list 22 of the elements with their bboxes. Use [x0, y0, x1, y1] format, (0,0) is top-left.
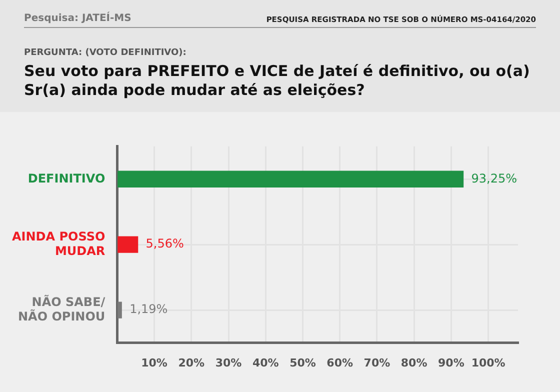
x-tick-label: 100% [471, 356, 506, 370]
y-tick-label: DEFINITIVO [28, 171, 106, 186]
x-tick-label: 40% [252, 356, 279, 370]
x-tick-label: 50% [290, 356, 316, 370]
bar [118, 236, 138, 253]
x-tick-label: 90% [438, 356, 464, 370]
chart-title: Seu voto para PREFEITO e VICE de Jateí é definitivo, ou o(a) Sr(a) ainda pode mudar até as eleições? [24, 62, 531, 100]
bar [118, 302, 122, 318]
data-label: 93,25% [471, 171, 518, 186]
x-tick-label: 80% [400, 356, 428, 370]
x-tick-label: 20% [178, 356, 205, 370]
text: Pesquisa: JATEÍ-MS [24, 13, 132, 24]
data-label: 5,56% [146, 236, 184, 251]
x-tick-label: 30% [215, 356, 242, 370]
chart-subtitle: PERGUNTA: (VOTO DEFINITIVO): [24, 48, 188, 58]
x-tick-label: 10% [141, 356, 168, 370]
y-tick-label: NÃO SABE/ NÃO OPINOU [18, 294, 106, 324]
data-label: 1,19% [130, 302, 168, 316]
y-tick-label: AINDA POSSO MUDAR [12, 230, 106, 258]
x-tick-label: 60% [326, 356, 354, 370]
x-tick-label: 70% [364, 356, 390, 370]
bar [118, 170, 464, 188]
